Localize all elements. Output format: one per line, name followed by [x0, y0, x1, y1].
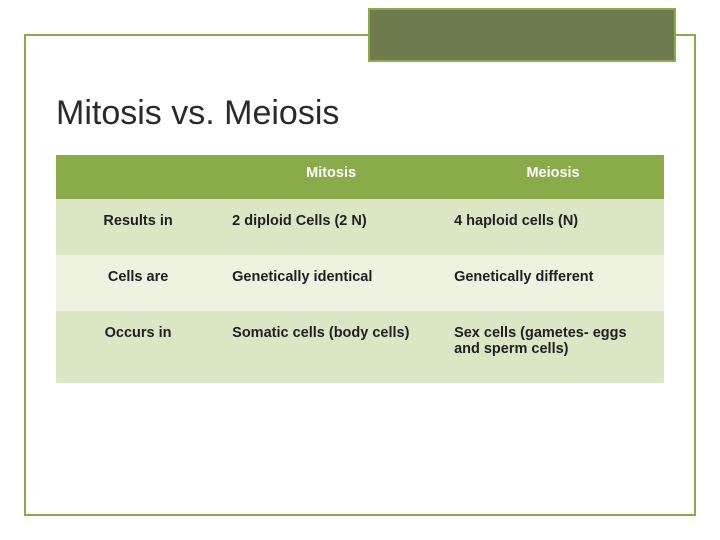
table-row: Results in 2 diploid Cells (2 N) 4 haplo…	[56, 199, 664, 255]
header-mitosis: Mitosis	[220, 155, 442, 199]
cell-meiosis: 4 haploid cells (N)	[442, 199, 664, 255]
cell-mitosis: 2 diploid Cells (2 N)	[220, 199, 442, 255]
cell-meiosis: Genetically different	[442, 255, 664, 311]
row-label: Occurs in	[56, 311, 220, 383]
cell-mitosis: Genetically identical	[220, 255, 442, 311]
table-row: Occurs in Somatic cells (body cells) Sex…	[56, 311, 664, 383]
table-row: Cells are Genetically identical Genetica…	[56, 255, 664, 311]
header-corner	[56, 155, 220, 199]
page-title: Mitosis vs. Meiosis	[56, 94, 664, 133]
content-area: Mitosis vs. Meiosis Mitosis Meiosis Resu…	[56, 94, 664, 383]
cell-meiosis: Sex cells (gametes- eggs and sperm cells…	[442, 311, 664, 383]
row-label: Results in	[56, 199, 220, 255]
row-label: Cells are	[56, 255, 220, 311]
accent-box	[368, 8, 676, 62]
cell-mitosis: Somatic cells (body cells)	[220, 311, 442, 383]
header-meiosis: Meiosis	[442, 155, 664, 199]
comparison-table: Mitosis Meiosis Results in 2 diploid Cel…	[56, 155, 664, 383]
table-header-row: Mitosis Meiosis	[56, 155, 664, 199]
